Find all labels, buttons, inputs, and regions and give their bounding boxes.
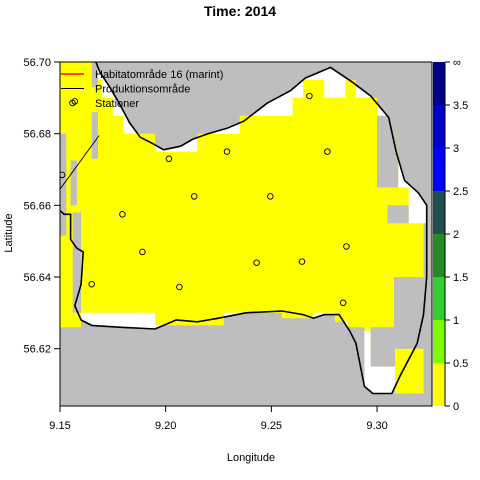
legend-swatch [69,99,76,107]
unsampled-cell [387,205,409,224]
colorbar-tick-label: 1 [453,315,459,327]
station-marker [343,243,350,250]
colorbar-bin [433,191,445,234]
chart-title: Time: 2014 [204,3,276,19]
colorbar-tick-label: 1.5 [453,272,468,284]
x-tick-label: 9.20 [155,420,176,432]
colorbar-tick-label: 0.5 [453,358,468,370]
legend-label: Produktionsområde [95,84,190,96]
y-tick-label: 56.64 [23,272,51,284]
station-marker [190,193,198,200]
colorbar-bin [433,363,445,406]
station-marker [298,258,306,265]
station-marker [176,283,183,291]
coastline [60,62,428,395]
colorbar-tick-label: 3.5 [453,100,468,112]
unsampled-cell [377,115,399,188]
station-marker [267,193,274,200]
unsampled-cell [342,327,365,394]
unsampled-cell [72,212,82,313]
value-grid-region [60,62,429,394]
station-marker [165,155,173,163]
map-layers [60,62,432,406]
colorbar-bin [433,320,445,363]
station-marker [88,280,95,288]
x-axis: 9.15 9.20 9.25 9.30 [49,405,388,432]
station-marker [339,299,347,307]
colorbar-bin [433,234,445,277]
station-marker [324,148,331,155]
station-marker [253,259,260,266]
colorbar-bin [433,277,445,320]
unsampled-cell [370,327,395,367]
colorbar-tick-label: 2.5 [453,186,468,198]
y-tick-label: 56.66 [23,200,51,212]
y-tick-label: 56.68 [23,129,51,141]
colorbar-tick-label: ∞ [453,57,461,69]
station-marker [306,92,313,100]
unsampled-cell [91,62,98,88]
y-axis: 56.62 56.64 56.66 56.68 56.70 [23,57,61,356]
colorbar-bin [433,62,445,105]
legend-label: Stationer [95,98,139,110]
station-marker [223,148,231,155]
legend-label: Habitatområde 16 (marint) [95,69,223,81]
y-tick-label: 56.70 [23,57,51,69]
station-marker [60,171,66,179]
production-area-boundary [60,135,100,190]
map-plot-area [59,61,433,407]
x-tick-label: 9.25 [261,420,282,432]
unsampled-cell [70,160,77,206]
y-axis-label: Latitude [3,213,15,252]
x-tick-label: 9.15 [49,420,70,432]
x-tick-label: 9.30 [366,420,387,432]
x-axis-label: Longitude [227,452,275,464]
legend: Habitatområde 16 (marint) Produktionsområ… [61,69,223,110]
y-tick-label: 56.62 [23,344,51,356]
station-marker [119,211,126,218]
colorbar-bin [433,105,445,148]
colorbar-tick-label: 0 [453,401,459,413]
station-marker [139,248,146,256]
colorbar-tick-label: 3 [453,143,459,155]
unsampled-cell [91,112,98,159]
colorbar-bin [433,148,445,191]
colorbar-tick-label: 2 [453,229,459,241]
colorbar: 0 0.5 1 1.5 2 2.5 3 3.5 ∞ [433,57,468,413]
